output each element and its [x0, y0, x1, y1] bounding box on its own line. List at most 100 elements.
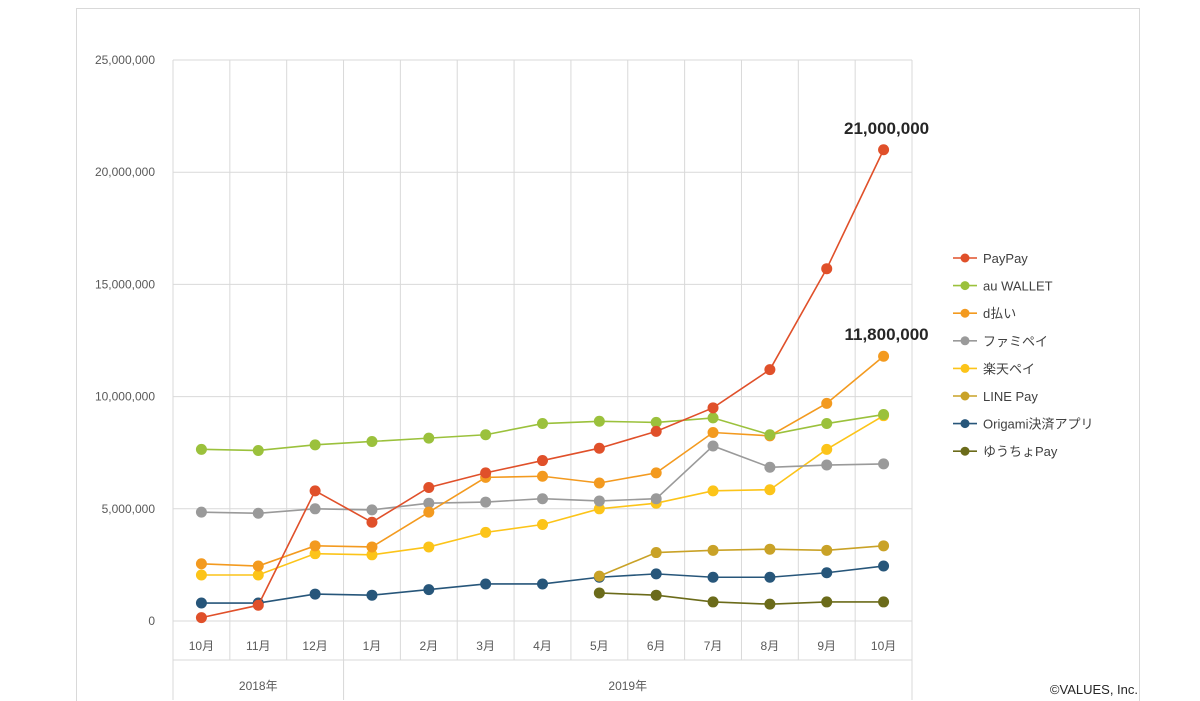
legend-item: LINE Pay [953, 389, 1038, 404]
data-point [878, 540, 890, 552]
legend-swatch-marker [960, 253, 970, 263]
data-point [423, 481, 435, 493]
data-point [878, 409, 890, 421]
legend-label: d払い [983, 306, 1016, 321]
data-point [195, 597, 207, 609]
data-point [309, 548, 321, 560]
data-point [480, 496, 492, 508]
legend-swatch-marker [960, 446, 970, 456]
y-tick-label: 25,000,000 [95, 53, 155, 67]
data-point [537, 455, 548, 467]
series-line [599, 545, 884, 577]
data-point [309, 503, 321, 515]
data-point [821, 544, 833, 556]
data-point [195, 569, 207, 581]
data-point [650, 493, 662, 505]
data-point [309, 588, 321, 600]
series-line [201, 149, 885, 619]
legend-swatch-marker [960, 391, 970, 401]
x-tick-label: 5月 [590, 639, 609, 653]
legend-item: ファミペイ [953, 334, 1048, 349]
legend-label: PayPay [983, 251, 1028, 266]
legend-label: LINE Pay [983, 389, 1038, 404]
legend-label: Origami決済アプリ [983, 417, 1094, 432]
data-point [821, 567, 833, 579]
series-lines [195, 144, 890, 624]
legend-swatch-marker [960, 281, 970, 291]
legend-item: Origami決済アプリ [953, 417, 1094, 432]
legend-item: d払い [953, 306, 1016, 321]
legend-swatch-marker [960, 308, 970, 318]
data-point [764, 429, 776, 441]
data-point [252, 599, 264, 611]
data-point [764, 484, 776, 496]
data-point [764, 364, 776, 376]
data-point [423, 506, 435, 518]
legend-swatch-marker [960, 363, 970, 373]
series-0 [195, 144, 890, 624]
year-group-label: 2018年 [239, 679, 278, 693]
data-point [309, 540, 321, 552]
data-point [423, 497, 435, 509]
data-point [423, 584, 435, 596]
data-point [366, 504, 378, 516]
data-point [423, 432, 435, 444]
data-point [537, 493, 548, 505]
y-tick-label: 5,000,000 [102, 502, 156, 516]
legend-label: 楽天ペイ [983, 361, 1035, 376]
data-point [309, 485, 321, 497]
legend-label: ファミペイ [983, 334, 1048, 349]
data-point [707, 596, 719, 608]
data-point [764, 598, 776, 610]
series-6 [195, 560, 890, 609]
y-tick-label: 10,000,000 [95, 390, 155, 404]
y-tick-label: 0 [148, 614, 155, 628]
data-point [821, 596, 833, 608]
value-callout: 11,800,000 [844, 325, 928, 344]
data-point [593, 442, 605, 454]
legend-label: au WALLET [983, 279, 1053, 294]
value-callout: 21,000,000 [844, 119, 929, 138]
data-point [821, 459, 833, 471]
data-point [650, 589, 662, 601]
legend-item: PayPay [953, 251, 1028, 266]
legend-swatch-marker [960, 336, 970, 346]
data-point [650, 416, 662, 428]
data-point [707, 402, 719, 414]
data-point [593, 587, 605, 599]
x-tick-label: 4月 [533, 639, 552, 653]
data-point [650, 547, 662, 559]
data-point [593, 570, 605, 582]
year-group-label: 2019年 [608, 679, 647, 693]
data-point [480, 578, 492, 590]
data-point [707, 485, 719, 497]
data-point [878, 458, 890, 470]
data-point [252, 569, 264, 581]
data-point [707, 544, 719, 556]
legend-item: ゆうちょPay [953, 444, 1058, 459]
x-tick-label: 7月 [704, 639, 723, 653]
series-3 [195, 440, 890, 519]
data-point [764, 461, 776, 473]
series-line [599, 592, 884, 605]
data-point [821, 443, 833, 455]
series-7 [593, 587, 890, 610]
x-tick-label: 12月 [302, 639, 327, 653]
data-point [366, 516, 378, 528]
data-point [707, 440, 719, 452]
data-point [195, 612, 207, 624]
data-point [195, 558, 207, 570]
legend-label: ゆうちょPay [983, 444, 1058, 459]
data-point [480, 526, 492, 538]
y-tick-label: 20,000,000 [95, 165, 155, 179]
data-point [480, 467, 492, 479]
data-point [309, 439, 321, 451]
x-tick-label: 10月 [871, 639, 896, 653]
series-5 [593, 540, 890, 582]
data-point [366, 589, 378, 601]
series-1 [195, 409, 890, 456]
data-point [366, 435, 378, 447]
data-point [878, 560, 890, 572]
